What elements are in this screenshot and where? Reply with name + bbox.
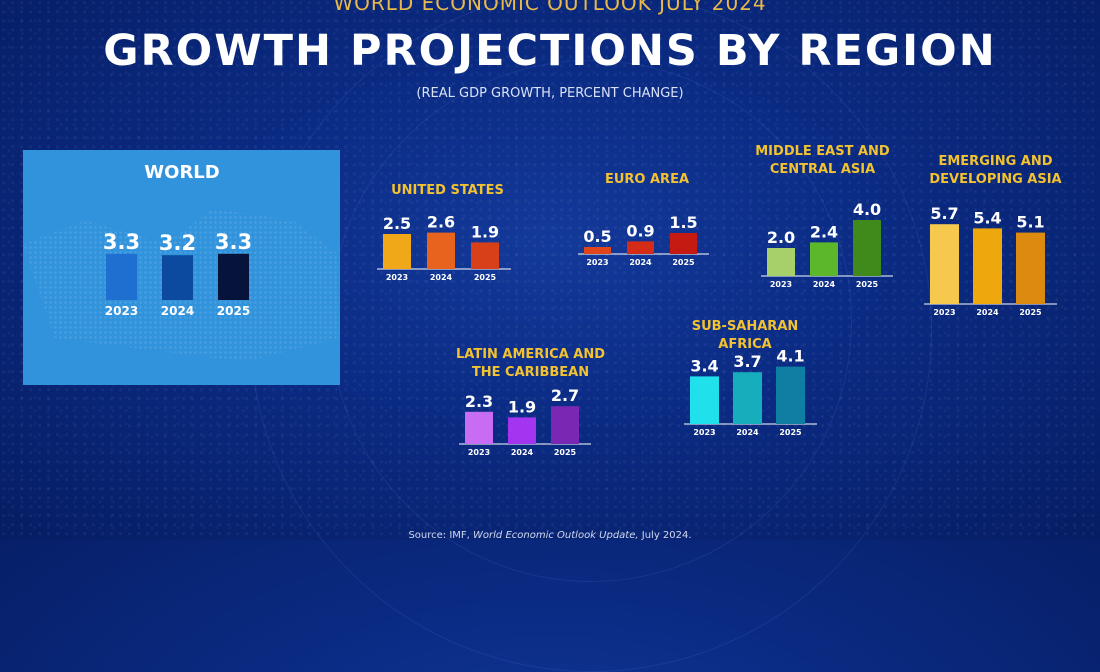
page-subtitle: (REAL GDP GROWTH, PERCENT CHANGE)	[416, 86, 684, 101]
united-states-bar-2024	[427, 232, 455, 269]
emerging-asia-bar-chart: 5.7 2023 5.4 2024 5.1 2025	[924, 204, 1057, 317]
emerging-asia-bar-2024	[973, 228, 1002, 304]
united-states-value-label-2023: 2.5	[383, 214, 411, 233]
euro-area-value-label-2024: 0.9	[626, 221, 654, 240]
middle-east-bar-chart: 2.0 2023 2.4 2024 4.0 2025	[761, 200, 893, 289]
source-publication: World Economic Outlook Update,	[473, 530, 639, 541]
latin-america-tick-label-2024: 2024	[511, 448, 534, 457]
middle-east-chart-title: MIDDLE EAST AND CENTRAL ASIA	[755, 144, 890, 177]
emerging-asia-bar-2023	[930, 224, 959, 304]
latin-america-bar-chart: 2.3 2023 1.9 2024 2.7 2025	[459, 386, 591, 457]
world-value-label-2023: 3.3	[103, 230, 140, 254]
emerging-asia-bar-2025	[1016, 232, 1045, 304]
sub-saharan-africa-tick-label-2025: 2025	[779, 428, 802, 437]
latin-america-bar-2023	[465, 411, 493, 444]
middle-east-tick-label-2023: 2023	[770, 280, 792, 289]
middle-east-value-label-2025: 4.0	[853, 200, 881, 219]
world-chart-title: WORLD	[144, 162, 220, 183]
source-prefix: Source: IMF,	[408, 530, 470, 541]
euro-area-tick-label-2025: 2025	[672, 258, 695, 267]
middle-east-tick-label-2024: 2024	[813, 280, 836, 289]
euro-area-value-label-2023: 0.5	[583, 227, 611, 246]
latin-america-value-label-2023: 2.3	[465, 392, 493, 411]
euro-area-tick-label-2023: 2023	[586, 258, 608, 267]
united-states-tick-label-2023: 2023	[386, 273, 408, 282]
report-supertitle: WORLD ECONOMIC OUTLOOK JULY 2024	[333, 0, 767, 15]
world-value-label-2025: 3.3	[215, 230, 252, 254]
world-tick-label-2025: 2025	[217, 304, 250, 318]
euro-area-bar-2023	[584, 247, 611, 254]
world-bar-chart: 3.3 2023 3.2 2024 3.3 2025	[103, 230, 252, 318]
sub-saharan-africa-value-label-2024: 3.7	[733, 352, 761, 371]
middle-east-tick-label-2025: 2025	[856, 280, 879, 289]
euro-area-chart-title: EURO AREA	[604, 172, 690, 187]
middle-east-bar-2024	[810, 242, 838, 276]
sub-saharan-africa-tick-label-2023: 2023	[693, 428, 715, 437]
euro-area-value-label-2025: 1.5	[669, 213, 697, 232]
united-states-value-label-2025: 1.9	[471, 222, 499, 241]
middle-east-value-label-2024: 2.4	[810, 222, 838, 241]
emerging-asia-tick-label-2023: 2023	[933, 308, 955, 317]
sub-saharan-africa-value-label-2025: 4.1	[776, 347, 804, 366]
source-note: Source: IMF, World Economic Outlook Upda…	[0, 530, 1100, 541]
latin-america-bar-2024	[508, 417, 536, 444]
euro-area-bar-2024	[627, 241, 654, 254]
world-tick-label-2024: 2024	[161, 304, 194, 318]
latin-america-bar-2025	[551, 406, 579, 444]
united-states-value-label-2024: 2.6	[427, 213, 455, 232]
latin-america-value-label-2024: 1.9	[508, 397, 536, 416]
world-bar-2025	[218, 253, 249, 300]
sub-saharan-africa-tick-label-2024: 2024	[736, 428, 759, 437]
world-tick-label-2023: 2023	[105, 304, 138, 318]
latin-america-tick-label-2023: 2023	[468, 448, 490, 457]
sub-saharan-africa-bar-chart: 3.4 2023 3.7 2024 4.1 2025	[684, 347, 817, 437]
euro-area-tick-label-2024: 2024	[629, 258, 652, 267]
source-date: July 2024.	[641, 530, 692, 541]
world-bar-2023	[106, 253, 137, 300]
middle-east-bar-2023	[767, 248, 795, 276]
emerging-asia-value-label-2025: 5.1	[1016, 213, 1044, 232]
sub-saharan-africa-bar-2024	[733, 372, 762, 424]
united-states-chart-title: UNITED STATES	[391, 183, 504, 198]
middle-east-bar-2025	[853, 220, 881, 276]
middle-east-value-label-2023: 2.0	[767, 228, 795, 247]
sub-saharan-africa-bar-2023	[690, 376, 719, 424]
united-states-bar-chart: 2.5 2023 2.6 2024 1.9 2025	[377, 213, 511, 282]
emerging-asia-tick-label-2025: 2025	[1019, 308, 1042, 317]
sub-saharan-africa-bar-2025	[776, 366, 805, 424]
world-value-label-2024: 3.2	[159, 231, 196, 255]
latin-america-chart-title: LATIN AMERICA AND THE CARIBBEAN	[455, 347, 606, 380]
emerging-asia-value-label-2024: 5.4	[973, 208, 1001, 227]
sub-saharan-africa-value-label-2023: 3.4	[690, 356, 718, 375]
latin-america-value-label-2025: 2.7	[551, 386, 579, 405]
sub-saharan-africa-chart-title: SUB-SAHARAN AFRICA	[691, 319, 799, 352]
world-bar-2024	[162, 255, 193, 300]
emerging-asia-chart-title: EMERGING AND DEVELOPING ASIA	[929, 154, 1062, 187]
emerging-asia-tick-label-2024: 2024	[976, 308, 999, 317]
united-states-tick-label-2024: 2024	[430, 273, 453, 282]
latin-america-tick-label-2025: 2025	[554, 448, 577, 457]
united-states-bar-2023	[383, 234, 411, 269]
page-title: GROWTH PROJECTIONS BY REGION	[103, 26, 997, 76]
emerging-asia-value-label-2023: 5.7	[930, 204, 958, 223]
euro-area-bar-chart: 0.5 2023 0.9 2024 1.5 2025	[578, 213, 709, 267]
united-states-tick-label-2025: 2025	[474, 273, 497, 282]
euro-area-bar-2025	[670, 233, 697, 254]
united-states-bar-2025	[471, 242, 499, 269]
